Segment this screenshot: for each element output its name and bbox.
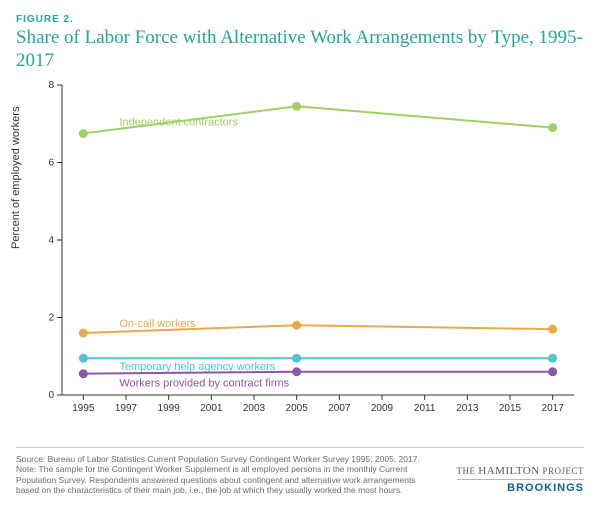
source-text: Source: Bureau of Labor Statistics Curre…	[16, 454, 436, 465]
chart-svg: 0 2 4 6 8 1995 1997 1999 2001 2003 2005 2007 2009 201…	[16, 79, 584, 419]
svg-text:2: 2	[48, 312, 54, 323]
svg-text:2013: 2013	[456, 403, 479, 414]
svg-text:1997: 1997	[115, 403, 138, 414]
series-label: On-call workers	[119, 318, 196, 330]
logo-brookings: BROOKINGS	[457, 482, 584, 494]
svg-text:1999: 1999	[158, 403, 181, 414]
svg-text:8: 8	[48, 80, 54, 91]
figure-title: Share of Labor Force with Alternative Wo…	[16, 27, 584, 73]
figure-label: FIGURE 2.	[16, 14, 584, 25]
brookings-logo: THE HAMILTON PROJECT BROOKINGS	[457, 465, 584, 494]
svg-text:0: 0	[48, 390, 54, 401]
svg-text:1995: 1995	[72, 403, 95, 414]
note-text: Note: The sample for the Contingent Work…	[16, 464, 436, 496]
logo-project: PROJECT	[542, 466, 584, 476]
svg-text:2005: 2005	[286, 403, 309, 414]
svg-text:2017: 2017	[542, 403, 565, 414]
hamilton-project-logo: THE HAMILTON PROJECT	[457, 465, 584, 480]
svg-text:2009: 2009	[371, 403, 394, 414]
footer-divider	[16, 447, 584, 448]
svg-text:2015: 2015	[499, 403, 522, 414]
logo-the: THE	[457, 466, 476, 476]
logo-hamilton: HAMILTON	[478, 465, 539, 477]
series-label: Workers provided by contract firms	[119, 377, 289, 389]
figure-container: FIGURE 2. Share of Labor Force with Alte…	[0, 0, 600, 506]
svg-text:2001: 2001	[200, 403, 223, 414]
svg-text:4: 4	[48, 235, 54, 246]
svg-text:2003: 2003	[243, 403, 266, 414]
svg-text:6: 6	[48, 157, 54, 168]
svg-text:2007: 2007	[328, 403, 351, 414]
line-chart: Percent of employed workers 024681995199…	[16, 79, 584, 419]
svg-text:2011: 2011	[414, 403, 436, 414]
series-label: Independent contractors	[119, 116, 238, 128]
